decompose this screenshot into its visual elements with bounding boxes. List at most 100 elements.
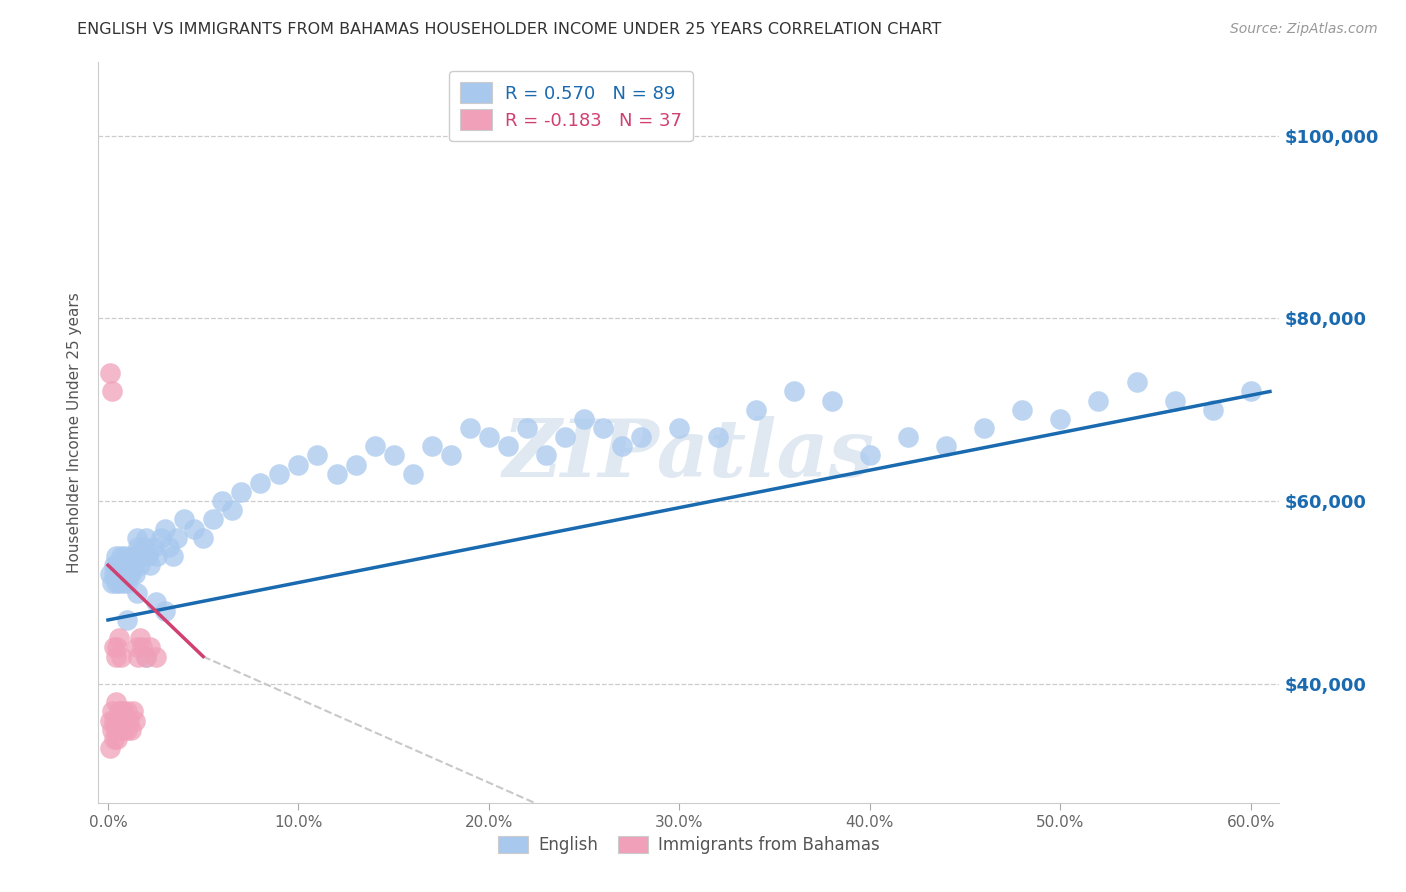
Point xyxy=(125,531,148,545)
Point xyxy=(211,494,233,508)
Point xyxy=(124,567,146,582)
Point xyxy=(103,567,125,582)
Point xyxy=(115,705,138,719)
Point xyxy=(100,705,122,719)
Point xyxy=(104,549,127,563)
Point xyxy=(139,640,162,655)
Point xyxy=(124,714,146,728)
Point xyxy=(108,632,131,646)
Point xyxy=(100,384,122,399)
Point xyxy=(104,695,127,709)
Point xyxy=(307,449,329,463)
Point xyxy=(534,449,557,463)
Point xyxy=(135,531,157,545)
Point xyxy=(112,723,135,737)
Text: ZIPatlas: ZIPatlas xyxy=(503,416,875,493)
Point xyxy=(125,585,148,599)
Point xyxy=(1240,384,1263,399)
Point xyxy=(1163,393,1185,408)
Point xyxy=(103,640,125,655)
Point xyxy=(104,649,127,664)
Point xyxy=(249,475,271,490)
Point xyxy=(269,467,291,481)
Point xyxy=(973,421,995,435)
Point xyxy=(108,558,131,573)
Point xyxy=(135,649,157,664)
Point xyxy=(120,723,142,737)
Point xyxy=(325,467,347,481)
Point xyxy=(127,649,149,664)
Point xyxy=(110,567,132,582)
Point xyxy=(1125,376,1147,390)
Point xyxy=(135,649,157,664)
Point xyxy=(120,567,142,582)
Point xyxy=(108,723,131,737)
Point xyxy=(136,549,159,563)
Point xyxy=(612,439,634,453)
Point xyxy=(859,449,882,463)
Point xyxy=(103,714,125,728)
Point xyxy=(98,714,121,728)
Point xyxy=(118,714,141,728)
Point xyxy=(153,604,176,618)
Point xyxy=(420,439,443,453)
Point xyxy=(1087,393,1109,408)
Point xyxy=(458,421,481,435)
Point xyxy=(173,512,195,526)
Point xyxy=(554,430,576,444)
Point xyxy=(103,731,125,746)
Point xyxy=(382,449,405,463)
Point xyxy=(150,531,173,545)
Point xyxy=(1011,402,1033,417)
Point xyxy=(134,540,156,554)
Point xyxy=(440,449,463,463)
Point xyxy=(112,705,135,719)
Point xyxy=(110,549,132,563)
Point xyxy=(131,549,153,563)
Point xyxy=(402,467,425,481)
Point xyxy=(115,576,138,591)
Y-axis label: Householder Income Under 25 years: Householder Income Under 25 years xyxy=(67,293,83,573)
Point xyxy=(706,430,728,444)
Point xyxy=(107,567,129,582)
Point xyxy=(630,430,652,444)
Point xyxy=(145,649,167,664)
Point xyxy=(121,705,143,719)
Point xyxy=(112,558,135,573)
Point xyxy=(146,549,169,563)
Point xyxy=(98,567,121,582)
Point xyxy=(118,567,141,582)
Point xyxy=(935,439,957,453)
Point xyxy=(183,522,205,536)
Point xyxy=(103,558,125,573)
Point xyxy=(110,649,132,664)
Point xyxy=(344,458,367,472)
Point xyxy=(104,723,127,737)
Point xyxy=(127,540,149,554)
Point xyxy=(1049,412,1071,426)
Point xyxy=(120,549,142,563)
Point xyxy=(592,421,614,435)
Point xyxy=(107,714,129,728)
Point xyxy=(139,558,162,573)
Point xyxy=(100,723,122,737)
Point xyxy=(231,485,253,500)
Text: Source: ZipAtlas.com: Source: ZipAtlas.com xyxy=(1230,22,1378,37)
Point xyxy=(100,576,122,591)
Point xyxy=(142,540,165,554)
Point xyxy=(108,576,131,591)
Text: ENGLISH VS IMMIGRANTS FROM BAHAMAS HOUSEHOLDER INCOME UNDER 25 YEARS CORRELATION: ENGLISH VS IMMIGRANTS FROM BAHAMAS HOUSE… xyxy=(77,22,942,37)
Point xyxy=(131,640,153,655)
Point xyxy=(121,558,143,573)
Point xyxy=(363,439,385,453)
Point xyxy=(115,613,138,627)
Point xyxy=(118,558,141,573)
Point xyxy=(114,549,136,563)
Point xyxy=(668,421,690,435)
Point xyxy=(162,549,184,563)
Point xyxy=(125,549,148,563)
Point xyxy=(125,640,148,655)
Point xyxy=(166,531,188,545)
Point xyxy=(157,540,180,554)
Point xyxy=(478,430,501,444)
